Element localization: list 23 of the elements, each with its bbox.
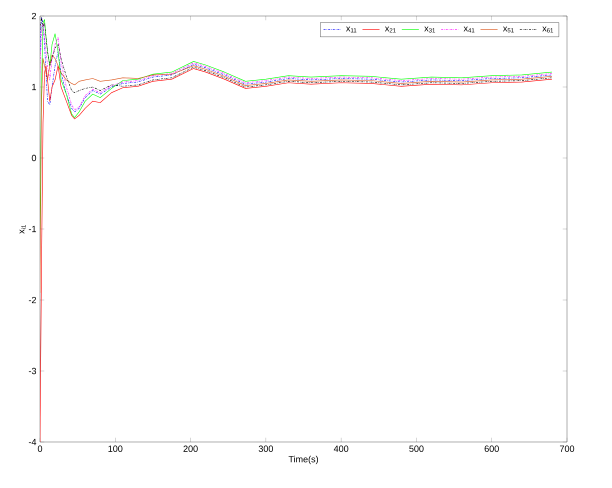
legend-label: x$_{51}$ [502, 26, 514, 32]
legend-label: x$_{61}$ [542, 26, 554, 32]
legend-label: x$_{11}$ [346, 26, 356, 32]
x-tick-label: 500 [409, 446, 424, 452]
y-tick-label: -3 [28, 368, 36, 374]
y-tick-label: -1 [28, 226, 36, 232]
x-tick-label: 300 [258, 446, 274, 452]
x-tick-label: 400 [334, 446, 348, 452]
y-tick-label: 0 [32, 154, 36, 162]
x-tick-label: 200 [184, 446, 198, 452]
y-tick-label: -4 [28, 438, 36, 446]
legend-label: x$_{31}$ [424, 26, 436, 32]
y-tick-label: 2 [32, 12, 36, 20]
legend-label: x$_{21}$ [384, 26, 396, 32]
legend-label: x$_{41}$ [464, 26, 474, 32]
y-axis-title: x$_{i1}$ [20, 224, 26, 234]
x-tick-label: 600 [484, 446, 499, 452]
x-tick-label: 700 [560, 446, 574, 452]
x-tick-label: 0 [38, 446, 42, 452]
y-tick-label: 1 [32, 84, 36, 90]
x-tick-label: 100 [108, 446, 122, 452]
x-axis-title: Time(s) [288, 456, 318, 464]
y-tick-label: -2 [28, 296, 36, 304]
